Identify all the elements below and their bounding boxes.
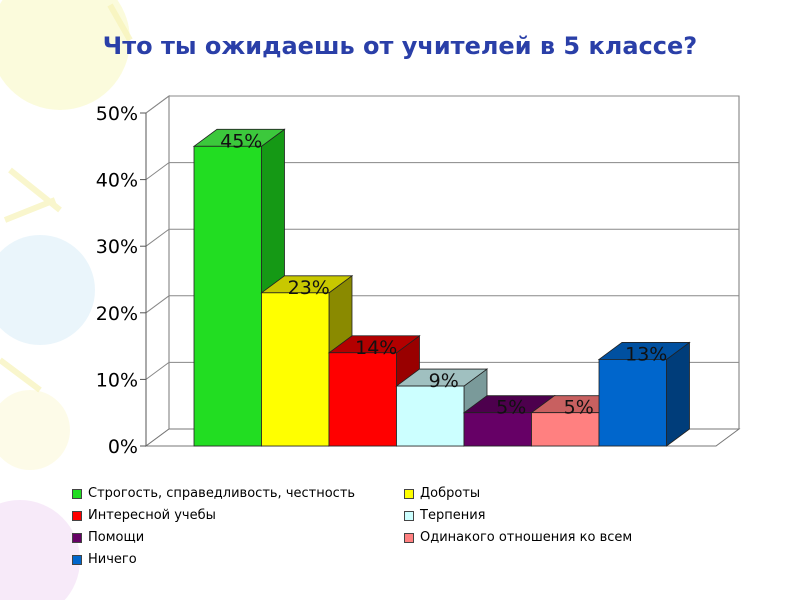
bar-front (396, 385, 465, 447)
legend-item: Помощи (72, 530, 404, 545)
data-label: 5% (496, 397, 526, 419)
legend-swatch (404, 532, 414, 543)
data-labels: 45% 23% 14% 9% 5% 5% 13% (220, 130, 667, 418)
bar-front (328, 352, 397, 447)
bar-front (261, 292, 330, 447)
y-tick-label: 40% (96, 170, 138, 192)
data-label: 9% (429, 370, 459, 392)
y-tick-label: 0% (108, 436, 138, 458)
bar-side (666, 341, 690, 447)
legend-label: Доброты (420, 486, 481, 501)
legend-label: Ничего (88, 552, 137, 567)
page-title: Что ты ожидаешь от учителей в 5 классе? (102, 32, 698, 60)
legend-label: Помощи (88, 530, 145, 545)
data-label: 13% (625, 343, 667, 365)
y-axis-ticks: 0% 10% 20% 30% 40% 50% (96, 103, 147, 458)
legend-label: Терпения (420, 508, 486, 523)
legend-swatch (404, 510, 414, 521)
gridline (145, 162, 739, 181)
legend-item: Одинакого отношения ко всем (404, 530, 704, 545)
legend-label: Строгость, справедливость, честность (88, 486, 356, 501)
legend-label: Одинакого отношения ко всем (420, 530, 633, 545)
chart-legend: Строгость, справедливость, честность Добр… (72, 486, 712, 567)
legend-item: Терпения (404, 508, 704, 523)
data-label: 23% (288, 277, 330, 299)
legend-swatch (72, 532, 82, 543)
y-tick-label: 10% (96, 369, 138, 391)
bar-front (598, 359, 667, 447)
legend-swatch (72, 488, 82, 499)
bar-front (531, 412, 600, 447)
legend-swatch (72, 510, 82, 521)
legend-item: Строгость, справедливость, честность (72, 486, 404, 501)
bar (597, 341, 691, 447)
y-tick-label: 30% (96, 236, 138, 258)
data-label: 14% (355, 337, 397, 359)
legend-item: Интересной учебы (72, 508, 404, 523)
legend-label: Интересной учебы (88, 508, 216, 523)
bar-chart: 0% 10% 20% 30% 40% 50% 45% 23% 14% 9% 5% 5% 13% (96, 95, 741, 458)
gridline (145, 361, 739, 380)
chart-bars (192, 128, 691, 447)
gridline (145, 95, 739, 114)
legend-swatch (404, 488, 414, 499)
bar-front (463, 412, 532, 447)
gridline (145, 228, 739, 247)
legend-item: Ничего (72, 552, 404, 567)
bar-front (193, 145, 262, 447)
y-tick-label: 20% (96, 303, 138, 325)
legend-swatch (72, 554, 82, 565)
data-label: 45% (220, 130, 262, 152)
gridline (145, 295, 739, 314)
data-label: 5% (564, 397, 594, 419)
y-tick-label: 50% (96, 103, 138, 125)
side-wall (145, 95, 170, 447)
legend-item: Доброты (404, 486, 704, 501)
